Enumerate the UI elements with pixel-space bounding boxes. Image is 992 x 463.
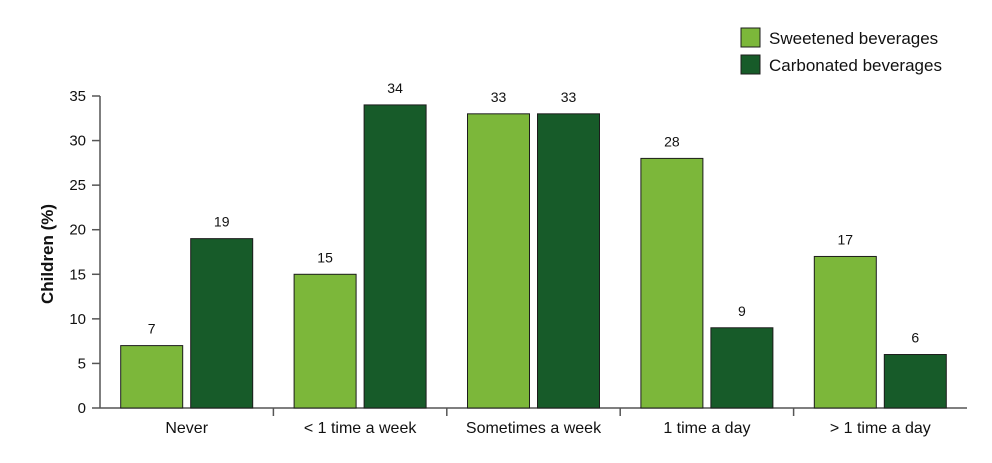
bar <box>640 157 704 409</box>
y-tick-label: 30 <box>69 133 86 150</box>
x-category-label: Never <box>165 420 208 437</box>
bars <box>120 104 947 409</box>
legend-swatch-carbonated <box>740 54 761 75</box>
y-tick-label: 15 <box>69 266 86 283</box>
legend-label-sweetened: Sweetened beverages <box>769 29 938 48</box>
bar <box>190 238 254 409</box>
y-axis-label: Children (%) <box>38 204 57 304</box>
data-label: 28 <box>664 133 680 149</box>
data-label: 17 <box>838 231 854 247</box>
data-label: 33 <box>491 89 507 105</box>
bar <box>813 255 877 409</box>
data-label: 9 <box>738 303 746 319</box>
bar <box>293 273 357 409</box>
y-tick-label: 35 <box>69 88 86 105</box>
legend-swatch-sweetened <box>740 27 761 48</box>
legend: Sweetened beverages Carbonated beverages <box>740 27 942 75</box>
y-tick-label: 5 <box>78 355 86 372</box>
bar <box>363 104 427 409</box>
bar <box>710 327 774 409</box>
legend-label-carbonated: Carbonated beverages <box>769 56 942 75</box>
bar <box>537 113 600 409</box>
bar <box>883 354 947 409</box>
y-tick-label: 25 <box>69 177 86 194</box>
bar <box>120 345 184 409</box>
data-label: 34 <box>387 80 403 96</box>
y-tick-label: 10 <box>69 311 86 328</box>
axes: 0 5 10 15 20 25 30 35 Never < 1 time a week Someti… <box>69 88 967 437</box>
y-tick-label: 20 <box>69 222 86 239</box>
data-label: 19 <box>214 214 230 230</box>
data-label: 7 <box>148 321 156 337</box>
x-category-label: < 1 time a week <box>304 420 418 437</box>
x-category-label: > 1 time a day <box>830 420 931 437</box>
data-label: 6 <box>911 330 919 346</box>
data-labels: 7 19 15 34 33 33 28 9 17 6 <box>148 80 920 346</box>
x-category-label: Sometimes a week <box>466 420 602 437</box>
y-tick-label: 0 <box>78 400 86 417</box>
data-label: 15 <box>317 249 333 265</box>
data-label: 33 <box>561 89 577 105</box>
bar <box>467 113 530 409</box>
x-category-label: 1 time a day <box>663 420 750 437</box>
